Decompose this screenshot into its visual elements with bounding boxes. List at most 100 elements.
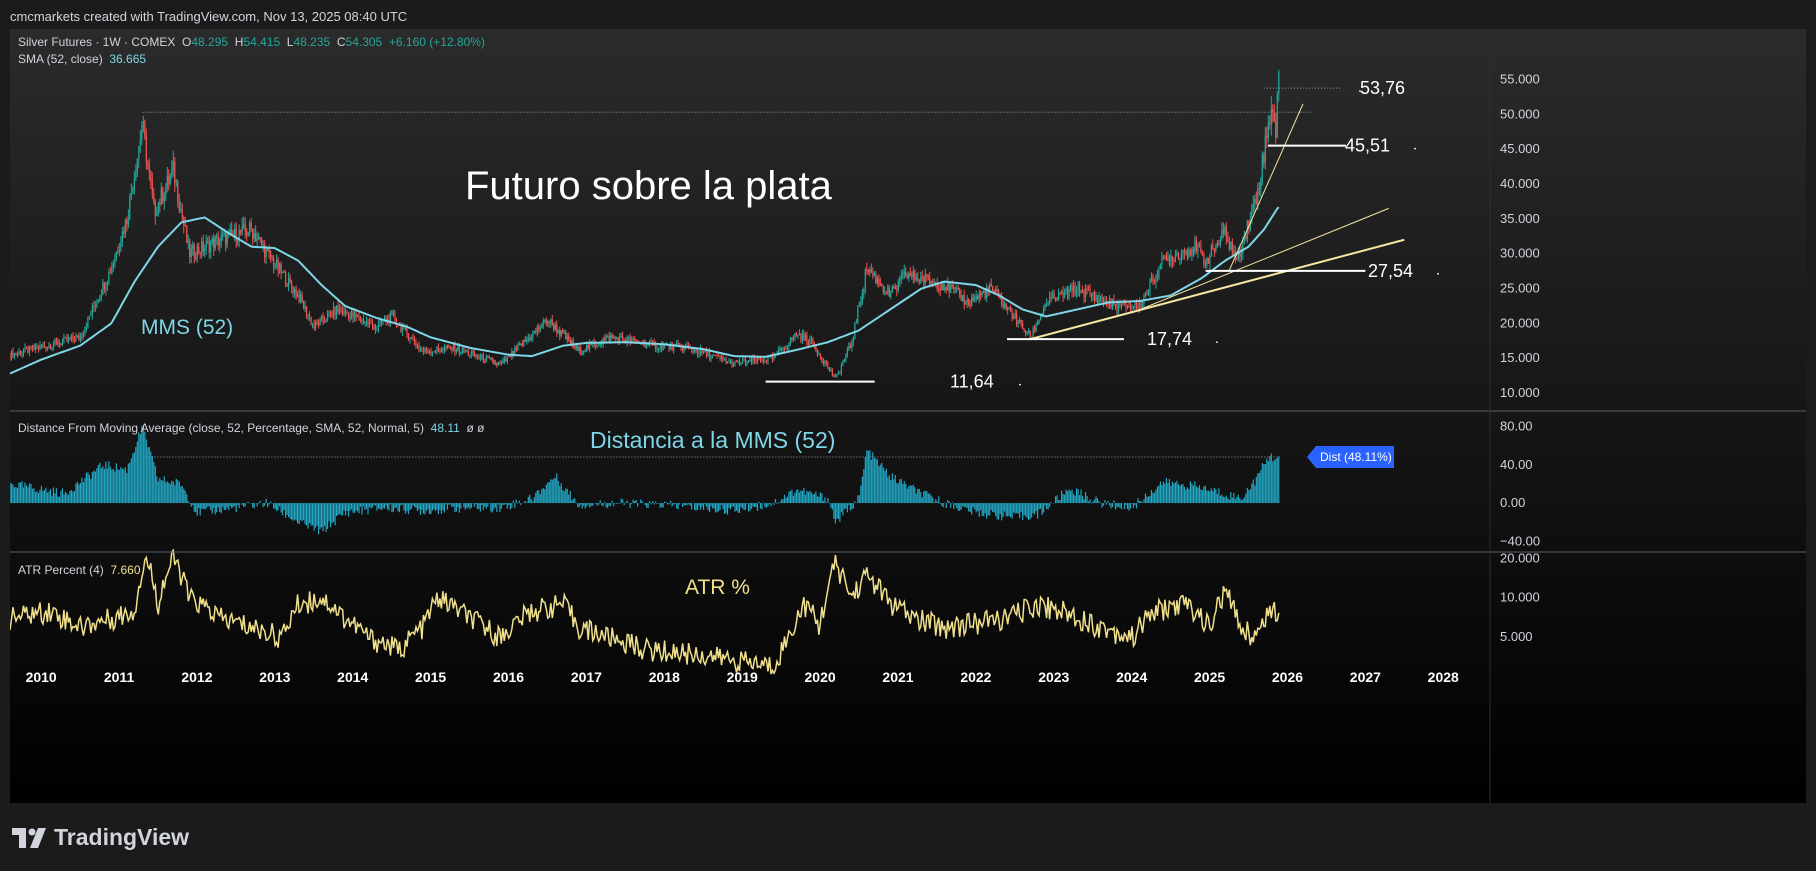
candle-body	[229, 229, 231, 232]
candle-body	[1050, 297, 1052, 299]
candle-body	[397, 324, 399, 326]
candle-body	[1047, 303, 1049, 305]
candle-body	[1063, 292, 1066, 298]
candle-body	[851, 342, 853, 348]
candle-body	[1240, 253, 1242, 257]
candle-body	[1005, 303, 1007, 310]
candle-body	[1107, 302, 1109, 306]
candle-body	[550, 319, 552, 323]
candle-body	[307, 315, 309, 317]
candle-body	[10, 351, 13, 359]
candle-body	[494, 362, 496, 364]
candle-body	[870, 269, 872, 273]
candle-body	[821, 356, 823, 361]
candle-body	[1045, 303, 1048, 305]
distance-pane[interactable]: Dist (48.11%)	[10, 424, 1394, 535]
chart-background	[10, 29, 1806, 803]
candle-body	[144, 121, 146, 136]
tradingview-logo[interactable]: TradingView	[12, 824, 189, 851]
candle-body	[617, 337, 619, 344]
candle-body	[1141, 303, 1144, 308]
candle-body	[1270, 109, 1272, 125]
candle-body	[207, 241, 209, 243]
candle-body	[394, 314, 396, 322]
candle-body	[506, 356, 508, 362]
distance-label: Distance From Moving Average (close, 52,…	[18, 421, 424, 435]
candle-body	[109, 271, 111, 274]
candle-body	[860, 301, 862, 305]
candle-body	[1068, 289, 1070, 298]
candle-body	[944, 287, 946, 291]
candle-body	[765, 361, 768, 363]
candle-body	[867, 269, 869, 273]
candle-body	[1072, 285, 1075, 292]
candle-body	[830, 369, 832, 371]
time-tick-label: 2022	[960, 669, 991, 685]
candle-body	[797, 335, 799, 337]
candle-body	[247, 233, 249, 236]
candle-body	[359, 320, 362, 322]
candle-body	[845, 355, 847, 361]
price-pane[interactable]: 53,76 45,51 27,54 17,74 11,64	[10, 69, 1439, 392]
candle-body	[1029, 330, 1031, 338]
candle-body	[241, 225, 243, 233]
candle-body	[650, 340, 652, 342]
candle-body	[464, 351, 466, 353]
atr-pane[interactable]	[10, 548, 1280, 675]
candle-body	[175, 181, 177, 183]
candle-body	[115, 251, 117, 259]
candle-body	[626, 338, 628, 343]
candle-body	[112, 263, 114, 268]
candle-body	[148, 164, 150, 172]
candle-body	[237, 240, 239, 243]
candle-body	[129, 196, 131, 219]
candle-body	[1062, 292, 1064, 298]
candle-body	[1194, 240, 1196, 253]
chart-frame[interactable]: 53,76 45,51 27,54 17,74 11,64 Dist (48.11%) …	[10, 29, 1806, 803]
candle-body	[1117, 302, 1120, 312]
candle-body	[204, 247, 206, 251]
candle-body	[926, 274, 928, 276]
candle-body	[33, 345, 35, 350]
candle-body	[1120, 304, 1123, 306]
candle-body	[1059, 292, 1061, 294]
candle-body	[771, 354, 774, 360]
candle-body	[153, 193, 155, 202]
candle-body	[705, 350, 708, 356]
candle-body	[1126, 305, 1129, 309]
candle-body	[971, 297, 973, 306]
candle-body	[713, 354, 715, 356]
candle-body	[255, 233, 257, 242]
candle-body	[1153, 281, 1156, 283]
atr-tick-label: 10.000	[1500, 590, 1540, 605]
candle-body	[1210, 245, 1212, 256]
candle-body	[596, 345, 598, 347]
candle-body	[1017, 322, 1019, 325]
candle-body	[400, 323, 402, 332]
candle-body	[921, 276, 923, 279]
candle-body	[876, 277, 878, 284]
candle-body	[722, 356, 724, 360]
candle-body	[1038, 319, 1040, 322]
candle-body	[347, 313, 350, 320]
candle-body	[1266, 136, 1268, 138]
candle-body	[460, 351, 462, 353]
candle-body	[1129, 306, 1132, 309]
candle-body	[16, 353, 19, 355]
atr-value: 7.660	[110, 563, 141, 577]
candle-body	[996, 289, 998, 291]
candle-body	[915, 277, 917, 280]
candle-body	[85, 327, 87, 329]
candle-body	[954, 288, 956, 290]
candle-body	[866, 269, 868, 271]
candle-body	[956, 287, 958, 289]
chart-attribution: cmcmarkets created with TradingView.com,…	[10, 9, 408, 24]
candle-body	[687, 345, 690, 347]
candle-body	[762, 359, 765, 362]
candle-body	[169, 175, 171, 184]
candle-body	[634, 338, 636, 340]
candle-body	[358, 316, 360, 321]
candle-body	[809, 339, 811, 345]
candle-body	[812, 338, 814, 345]
